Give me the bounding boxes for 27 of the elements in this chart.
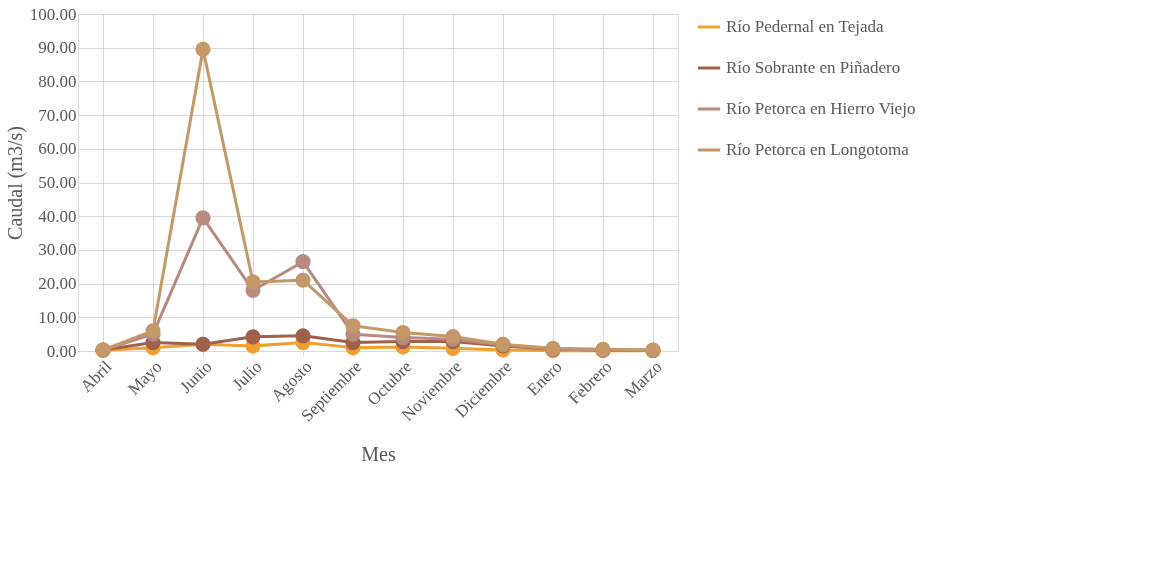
y-tick-label: 10.00 [38, 307, 77, 327]
y-tick-label: 30.00 [38, 240, 77, 260]
legend-label: Río Pedernal en Tejada [726, 17, 885, 36]
y-tick-label: 20.00 [38, 274, 77, 294]
y-tick-label: 0.00 [46, 341, 77, 361]
x-tick-label: Julio [228, 357, 266, 394]
legend-label: Río Petorca en Longotoma [726, 140, 910, 159]
y-tick-label: 70.00 [38, 105, 77, 125]
y-tick-label: 100.00 [29, 4, 77, 24]
legend-label: Río Petorca en Hierro Viejo [726, 99, 916, 118]
y-tick-label: 60.00 [38, 139, 77, 159]
point [295, 328, 311, 344]
point [295, 254, 311, 270]
legend-label: Río Sobrante en Piñadero [726, 58, 901, 77]
point [245, 274, 261, 290]
y-tick-label: 50.00 [38, 173, 77, 192]
point [195, 210, 211, 226]
y-axis-title: Caudal (m3/s) [3, 126, 27, 240]
point [345, 318, 361, 334]
point [245, 329, 261, 345]
point [395, 324, 411, 341]
point [295, 272, 311, 288]
y-tick-label: 40.00 [38, 206, 77, 226]
x-axis-title: Mes [361, 442, 396, 465]
point [195, 41, 211, 57]
y-tick-label: 80.00 [38, 71, 77, 91]
y-tick-label: 90.00 [38, 38, 77, 58]
